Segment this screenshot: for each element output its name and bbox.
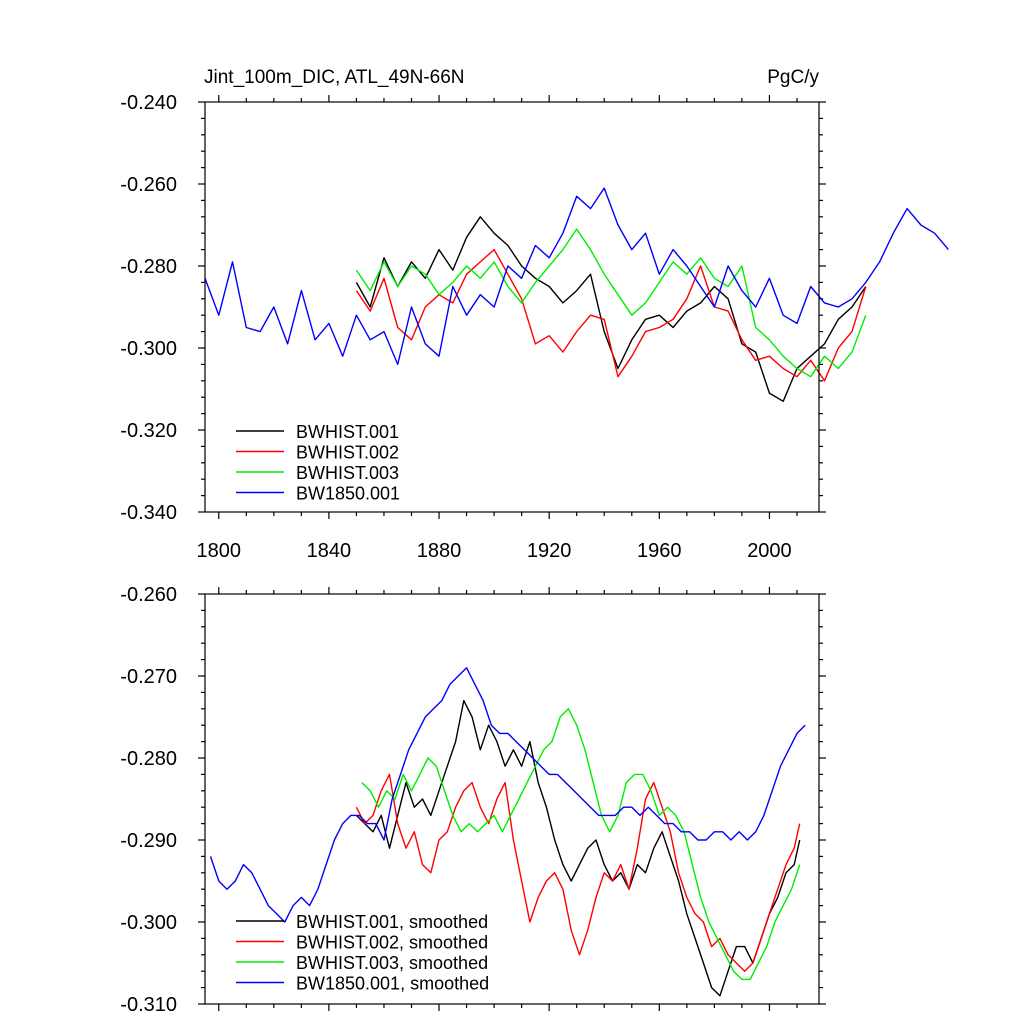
x-tick-label: 1920 — [527, 540, 572, 562]
legend-label: BW1850.001, smoothed — [296, 974, 489, 994]
panel-bottom: -0.310 -0.300 -0.290 -0.280 -0.270 -0.260 BWH… — [120, 584, 826, 1016]
y-tick-label: -0.300 — [120, 338, 177, 360]
x-tick-label: 1840 — [307, 540, 352, 562]
units-label: PgC/y — [767, 67, 819, 88]
top-ticks: -0.340 -0.320 -0.300 -0.280 -0.260 -0.240 1800… — [120, 92, 826, 562]
y-tick-label: -0.260 — [120, 584, 177, 606]
y-tick-label: -0.300 — [120, 912, 177, 934]
series-line-bwhist-002-smoothed — [355, 773, 801, 972]
top-plot-frame — [204, 101, 820, 513]
y-tick-label: -0.340 — [120, 502, 177, 524]
series-line-bwhist-003-smoothed — [361, 708, 801, 981]
y-tick-label: -0.280 — [120, 748, 177, 770]
legend-label: BWHIST.003, smoothed — [296, 953, 488, 973]
legend-label: BWHIST.001, smoothed — [296, 912, 488, 932]
chart-title: Jint_100m_DIC, ATL_49N-66N — [204, 67, 465, 88]
y-tick-label: -0.320 — [120, 420, 177, 442]
bottom-plot-frame — [204, 593, 820, 1005]
series-line-bw1850-001 — [204, 187, 949, 366]
legend-label: BWHIST.003 — [296, 463, 399, 483]
y-tick-label: -0.270 — [120, 666, 177, 688]
y-tick-label: -0.310 — [120, 994, 177, 1016]
x-tick-label: 1800 — [197, 540, 242, 562]
bottom-ticks: -0.310 -0.300 -0.290 -0.280 -0.270 -0.260 — [120, 584, 826, 1016]
x-tick-label: 2000 — [747, 540, 792, 562]
legend-label: BWHIST.002, smoothed — [296, 933, 488, 953]
y-tick-label: -0.290 — [120, 830, 177, 852]
series-line-bwhist-001-smoothed — [355, 699, 801, 997]
legend-label: BW1850.001 — [296, 484, 400, 504]
y-tick-label: -0.240 — [120, 92, 177, 114]
series-line-bw1850-001-smoothed — [209, 667, 806, 923]
panel-top: Jint_100m_DIC, ATL_49N-66N PgC/y -0.340-… — [120, 67, 949, 562]
y-tick-label: -0.280 — [120, 256, 177, 278]
series-line-bwhist-003 — [355, 228, 867, 378]
legend-label: BWHIST.001 — [296, 422, 399, 442]
series-line-bwhist-002 — [355, 248, 867, 382]
top-series-layer — [204, 187, 949, 402]
legend-label: BWHIST.002 — [296, 443, 399, 463]
series-line-bwhist-001 — [355, 216, 867, 402]
x-tick-label: 1960 — [637, 540, 682, 562]
y-tick-label: -0.260 — [120, 174, 177, 196]
bottom-series-layer — [209, 667, 806, 997]
x-tick-label: 1880 — [417, 540, 462, 562]
